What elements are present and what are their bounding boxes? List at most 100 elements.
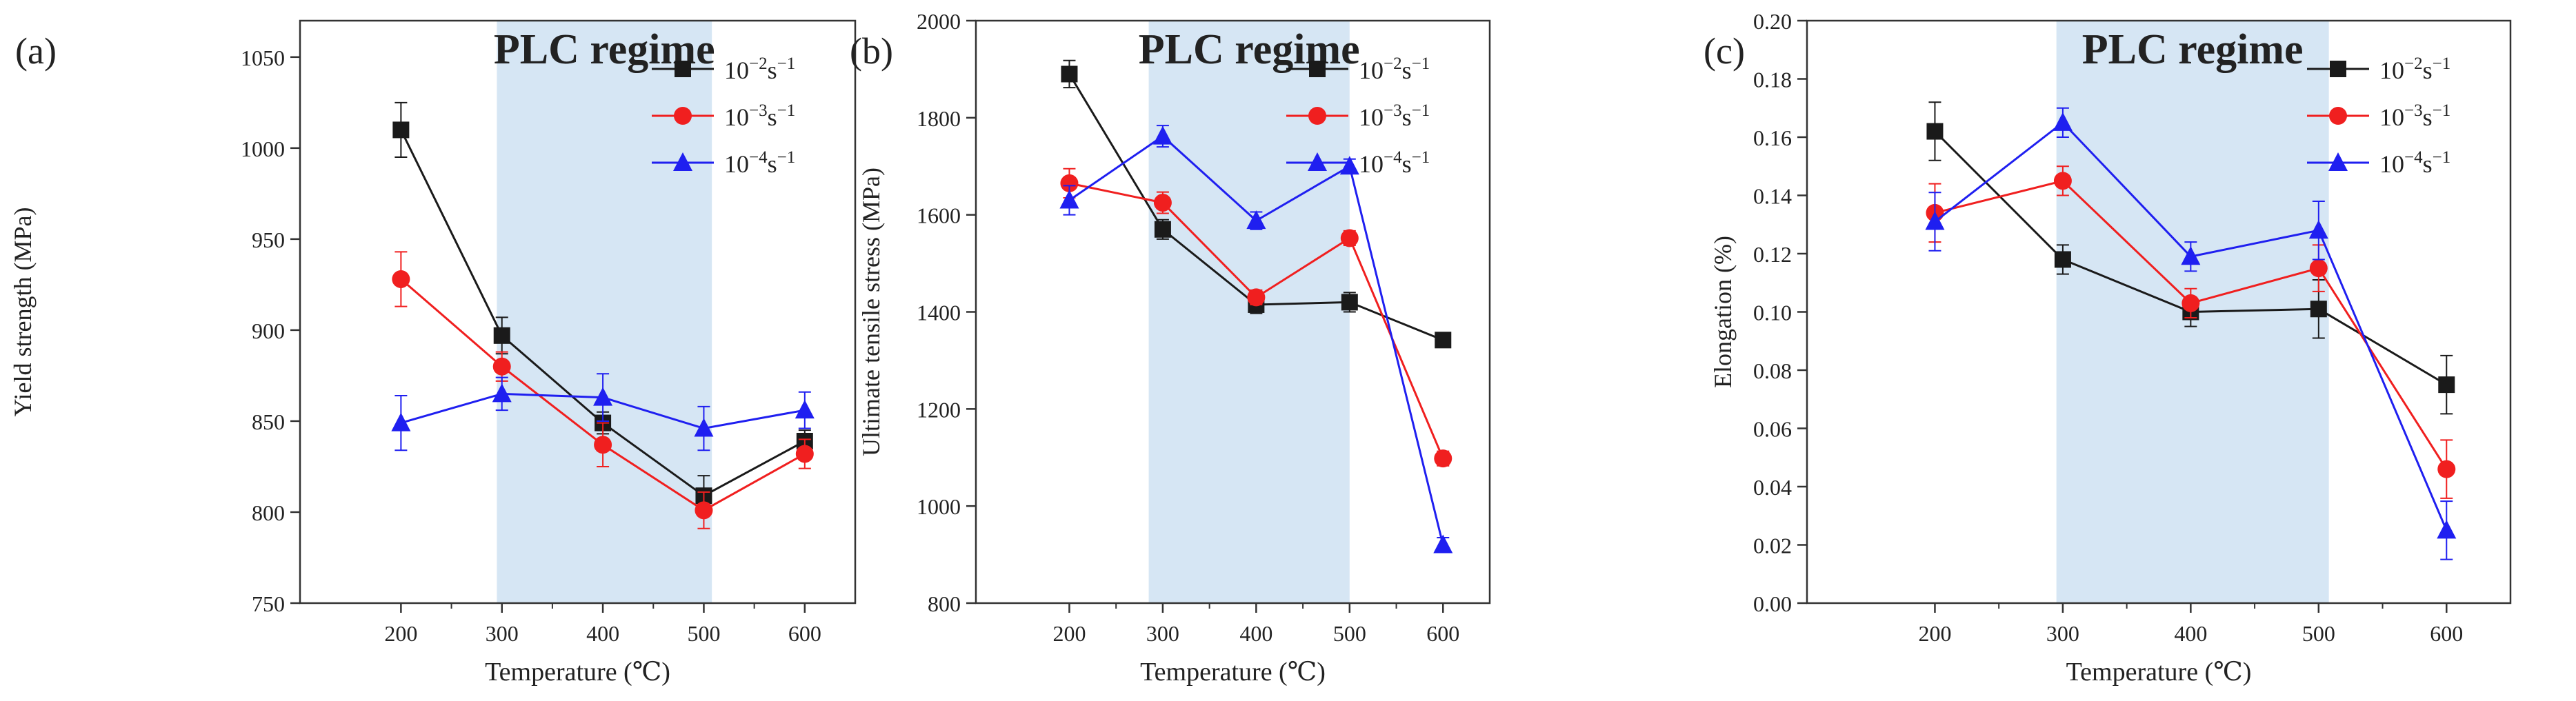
data-point: [1339, 156, 1359, 175]
legend-item-3: 10−4s−1: [2307, 148, 2450, 178]
data-point: [492, 357, 511, 376]
data-point: [2308, 220, 2328, 239]
panel-label: (a): [15, 30, 57, 72]
data-point: [1247, 288, 1266, 307]
legend-item-2: 10−3s−1: [1286, 101, 1430, 131]
data-point: [1435, 332, 1452, 349]
data-point: [1152, 125, 1172, 145]
legend-label: 10−2s−1: [724, 54, 795, 84]
y-tick-label: 900: [252, 318, 285, 343]
data-point: [593, 387, 613, 406]
legend-label: 10−4s−1: [2379, 148, 2450, 178]
y-tick-label: 0.06: [1753, 417, 1792, 442]
legend-marker: [1309, 61, 1326, 77]
data-point: [392, 121, 410, 139]
x-axis-label: Temperature (℃): [1140, 658, 1326, 687]
legend-marker: [675, 61, 691, 77]
data-point: [493, 327, 510, 344]
x-tick-label: 600: [2430, 621, 2463, 646]
legend: 10−2s−1 10−3s−1 10−4s−1: [1286, 54, 1430, 178]
data-point: [1926, 123, 1944, 140]
data-point: [1246, 210, 1266, 230]
panel-label: (c): [1704, 30, 1745, 72]
legend-item-1: 10−2s−1: [652, 54, 795, 84]
y-tick-label: 1800: [917, 106, 961, 131]
y-tick-label: 800: [252, 500, 285, 525]
y-tick-label: 850: [252, 409, 285, 434]
legend-item-1: 10−2s−1: [1286, 54, 1430, 84]
y-tick-label: 1000: [241, 136, 285, 161]
data-point: [2438, 376, 2455, 394]
data-point: [1060, 174, 1079, 192]
data-point: [1341, 294, 1358, 311]
y-axis-label: Ultimate tensile stress (MPa): [857, 167, 885, 456]
y-tick-label: 750: [252, 591, 285, 616]
legend-item-3: 10−4s−1: [652, 148, 795, 178]
data-point: [1154, 221, 1171, 238]
y-tick-label: 1200: [917, 397, 961, 422]
x-tick-label: 600: [1426, 621, 1459, 646]
data-point: [2054, 251, 2071, 268]
data-point: [1061, 65, 1078, 83]
chart-panel-2: PLC regime 800 1000 1200 1400 1600 1800 2000 200…: [850, 9, 1491, 687]
data-point: [795, 445, 814, 463]
data-point: [1433, 534, 1453, 553]
x-tick-label: 500: [2302, 621, 2335, 646]
data-point: [694, 418, 714, 437]
legend-item-1: 10−2s−1: [2307, 54, 2450, 84]
x-axis-label: Temperature (℃): [2066, 658, 2252, 687]
legend-marker: [1308, 152, 1327, 171]
y-tick-label: 0.08: [1753, 358, 1792, 383]
plot-frame: [299, 19, 857, 605]
legend: 10−2s−1 10−3s−1 10−4s−1: [652, 54, 795, 178]
legend-marker: [674, 107, 692, 125]
data-point: [1434, 449, 1452, 468]
y-tick-label: 0.16: [1753, 125, 1792, 150]
x-tick-label: 200: [384, 621, 417, 646]
y-tick-label: 0.10: [1753, 301, 1792, 325]
x-tick-label: 200: [1918, 621, 1951, 646]
chart-panel-3: PLC regime 0.00 0.02 0.04 0.06 0.08 0.10 0.12 0.…: [1704, 9, 2512, 687]
data-point: [795, 400, 815, 419]
legend-label: 10−3s−1: [1359, 101, 1430, 131]
y-tick-label: 0.02: [1753, 534, 1792, 558]
x-tick-label: 200: [1052, 621, 1086, 646]
legend-marker: [1308, 107, 1326, 125]
x-tick-label: 300: [486, 621, 519, 646]
y-tick-label: 0.14: [1753, 184, 1792, 209]
y-tick-label: 1400: [917, 301, 961, 325]
y-tick-label: 1600: [917, 203, 961, 228]
data-point: [392, 270, 410, 288]
data-point: [2181, 294, 2200, 312]
data-point: [695, 501, 713, 520]
y-tick-label: 0.12: [1753, 242, 1792, 267]
legend-marker: [2328, 152, 2348, 171]
legend-item-2: 10−3s−1: [2307, 101, 2450, 131]
x-tick-label: 400: [2174, 621, 2207, 646]
y-tick-label: 0.00: [1753, 591, 1792, 616]
legend-item-2: 10−3s−1: [652, 101, 795, 131]
y-tick-label: 0.04: [1753, 475, 1792, 500]
y-axis-label: Elongation (%): [1709, 236, 1737, 388]
data-point: [1153, 194, 1172, 212]
y-tick-label: 2000: [917, 9, 961, 34]
data-point: [1925, 211, 1945, 230]
legend-marker: [2329, 107, 2347, 125]
legend-label: 10−2s−1: [2379, 54, 2450, 84]
data-point: [2053, 172, 2072, 190]
data-point: [2181, 246, 2201, 265]
x-tick-label: 500: [687, 621, 720, 646]
data-point: [2437, 460, 2456, 478]
legend-marker: [2330, 61, 2346, 77]
data-point: [2309, 259, 2328, 278]
y-tick-label: 0.20: [1753, 9, 1792, 34]
y-tick-label: 1000: [917, 494, 961, 519]
legend-label: 10−3s−1: [724, 101, 795, 131]
data-point: [2053, 112, 2073, 131]
data-point: [492, 383, 512, 403]
data-point: [1059, 190, 1079, 209]
x-tick-label: 400: [1239, 621, 1272, 646]
data-point: [1340, 229, 1359, 247]
